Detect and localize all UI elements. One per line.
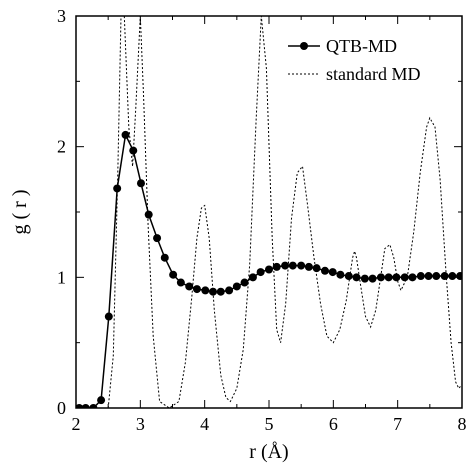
y-tick-label: 3 — [57, 6, 66, 26]
data-point-qtb-md — [76, 404, 84, 408]
series-line-standard-md — [76, 16, 462, 408]
data-point-qtb-md — [121, 130, 130, 139]
data-point-qtb-md — [104, 312, 113, 321]
data-point-qtb-md — [153, 234, 162, 243]
data-point-qtb-md — [144, 210, 153, 219]
data-point-qtb-md — [400, 273, 409, 282]
data-point-qtb-md — [336, 270, 345, 279]
data-point-qtb-md — [360, 274, 369, 283]
data-point-qtb-md — [216, 287, 225, 296]
x-tick-label: 5 — [265, 414, 274, 434]
x-tick-label: 8 — [458, 414, 467, 434]
legend-marker-qtb-md — [300, 42, 308, 50]
data-point-qtb-md — [89, 404, 98, 408]
data-point-qtb-md — [416, 272, 425, 281]
data-point-qtb-md — [352, 273, 361, 282]
x-tick-label: 7 — [393, 414, 402, 434]
series-layer — [76, 16, 462, 408]
legend-label-qtb-md: QTB-MD — [326, 36, 397, 56]
y-tick-label: 0 — [57, 398, 66, 418]
x-axis-title: r (Å) — [249, 441, 288, 463]
x-tick-label: 2 — [72, 414, 81, 434]
data-point-qtb-md — [432, 272, 441, 281]
data-point-qtb-md — [136, 179, 145, 188]
data-point-qtb-md — [129, 146, 138, 155]
data-point-qtb-md — [424, 272, 433, 281]
data-point-qtb-md — [440, 272, 449, 281]
data-point-qtb-md — [304, 262, 313, 271]
data-point-qtb-md — [265, 265, 273, 274]
data-point-qtb-md — [288, 261, 297, 270]
data-point-qtb-md — [297, 261, 306, 270]
y-tick-label: 2 — [57, 137, 66, 157]
data-point-qtb-md — [192, 285, 201, 294]
data-point-qtb-md — [81, 404, 90, 408]
legend-label-standard-md: standard MD — [326, 64, 420, 84]
data-point-qtb-md — [256, 268, 265, 277]
x-tick-label: 4 — [200, 414, 209, 434]
x-tick-label: 3 — [136, 414, 145, 434]
data-point-qtb-md — [97, 396, 106, 405]
data-point-qtb-md — [408, 273, 417, 282]
data-point-qtb-md — [384, 273, 393, 282]
data-point-qtb-md — [232, 282, 241, 291]
y-axis-title: g ( r ) — [9, 190, 31, 235]
data-point-qtb-md — [240, 278, 249, 287]
data-point-qtb-md — [392, 273, 401, 282]
legend: QTB-MD standard MD — [288, 36, 420, 84]
data-point-qtb-md — [169, 270, 178, 279]
data-point-qtb-md — [160, 253, 169, 262]
data-point-qtb-md — [225, 286, 234, 295]
y-tick-label: 1 — [57, 267, 66, 287]
data-point-qtb-md — [185, 282, 194, 291]
data-point-qtb-md — [281, 261, 290, 270]
data-point-qtb-md — [201, 286, 210, 295]
data-point-qtb-md — [248, 273, 257, 282]
data-point-qtb-md — [320, 266, 329, 275]
data-point-qtb-md — [344, 272, 353, 281]
data-point-qtb-md — [376, 273, 385, 282]
x-tick-label: 6 — [329, 414, 338, 434]
data-point-qtb-md — [176, 278, 185, 287]
data-point-qtb-md — [368, 274, 377, 283]
data-point-qtb-md — [312, 264, 321, 273]
data-point-qtb-md — [456, 272, 462, 281]
data-point-qtb-md — [113, 184, 122, 193]
data-point-qtb-md — [328, 268, 337, 277]
data-point-qtb-md — [209, 287, 218, 296]
data-point-qtb-md — [448, 272, 457, 281]
data-point-qtb-md — [272, 262, 281, 271]
ticks — [75, 15, 463, 409]
tick-labels: 2 3 4 5 6 7 8 0 1 2 3 — [57, 6, 467, 434]
